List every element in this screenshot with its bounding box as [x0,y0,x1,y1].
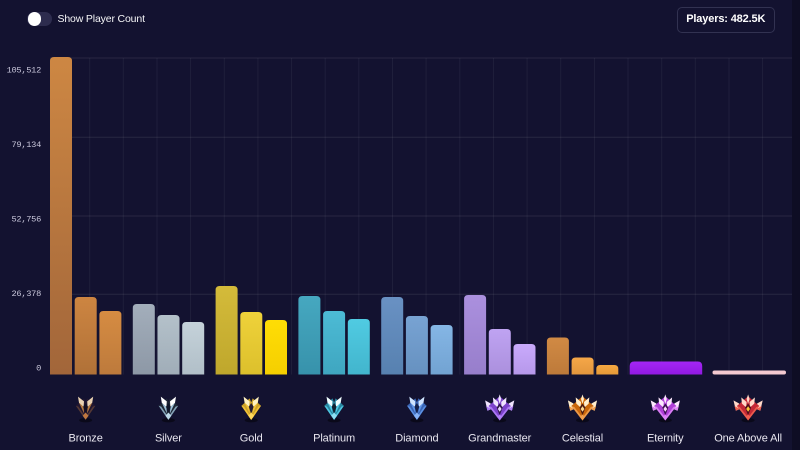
svg-text:105,512: 105,512 [7,66,41,76]
svg-text:Celestial: Celestial [562,433,603,445]
svg-text:Silver: Silver [155,433,182,445]
svg-text:52,756: 52,756 [12,215,42,225]
svg-text:0: 0 [36,364,41,374]
svg-text:Diamond: Diamond [395,433,438,445]
svg-text:Grandmaster: Grandmaster [468,433,532,445]
svg-text:26,378: 26,378 [12,289,42,299]
svg-text:One Above All: One Above All [714,433,782,445]
svg-text:Eternity: Eternity [647,433,684,445]
svg-text:Gold: Gold [240,433,263,445]
svg-text:Bronze: Bronze [68,433,102,445]
svg-text:Platinum: Platinum [313,433,355,445]
svg-text:79,134: 79,134 [12,140,42,150]
